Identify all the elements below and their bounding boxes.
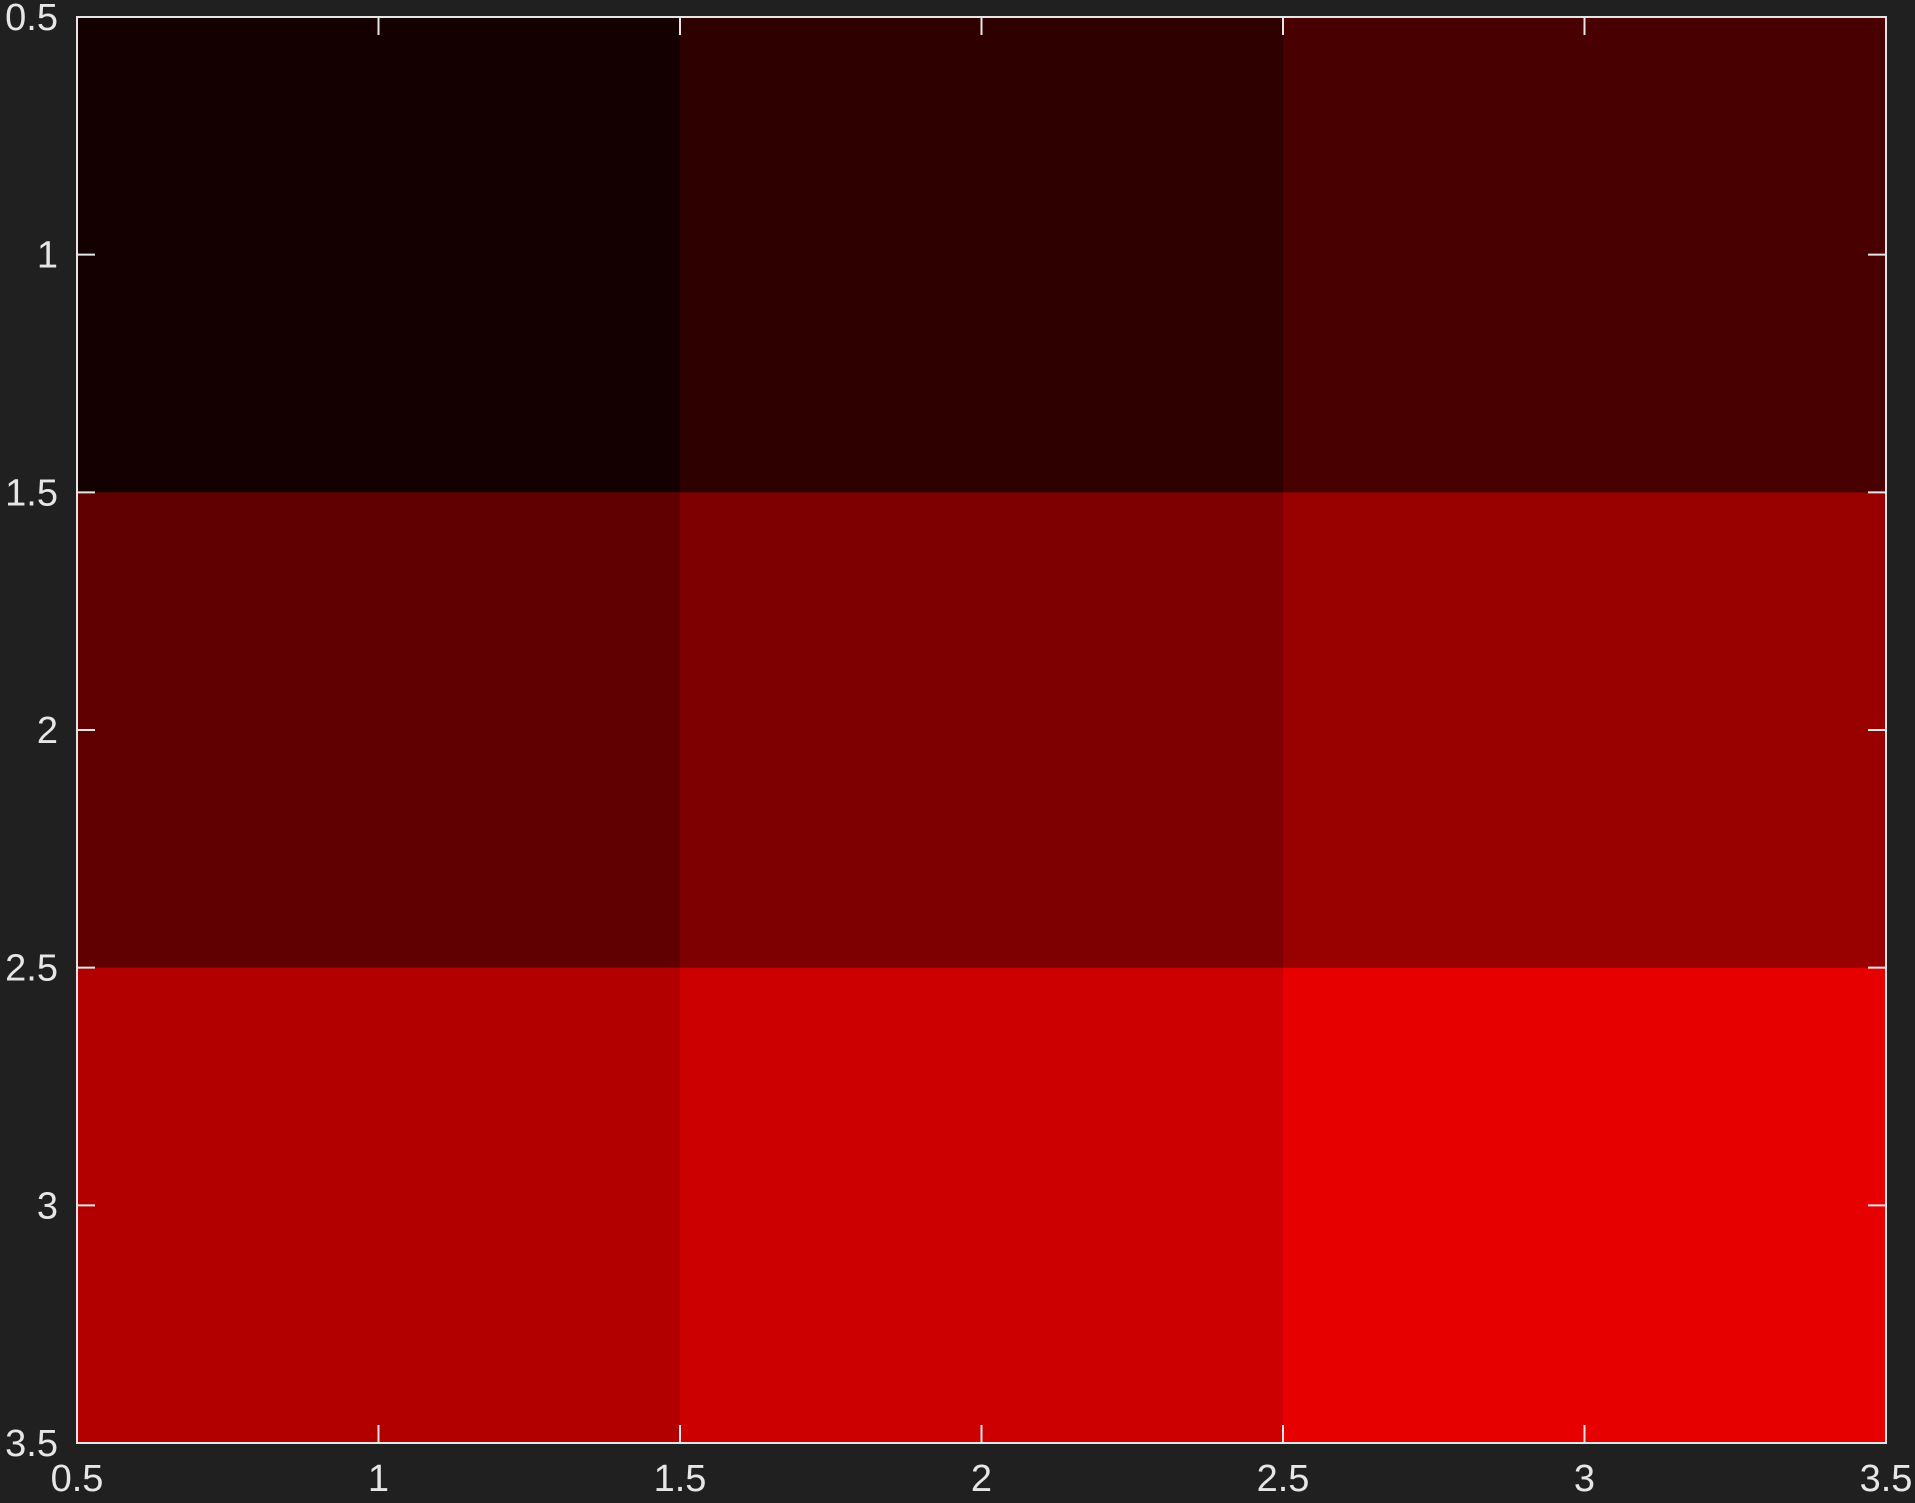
heatmap-cell-r2-c2 — [680, 492, 1283, 968]
x-axis-tick-labels: 0.5 1 1.5 2 2.5 3 3.5 — [51, 1458, 1913, 1500]
y-tick-label: 3 — [37, 1185, 58, 1227]
axis-ticks — [77, 17, 1886, 1443]
x-tick-label: 3.5 — [1860, 1458, 1913, 1500]
y-tick-label: 2.5 — [5, 948, 58, 990]
y-tick-label: 0.5 — [5, 0, 58, 39]
heatmap-cell-r3-c1 — [77, 967, 680, 1443]
x-tick-label: 3 — [1574, 1458, 1595, 1500]
x-tick-label: 0.5 — [51, 1458, 104, 1500]
heatmap-cell-r1-c1 — [77, 17, 680, 493]
y-axis-tick-labels: 0.5 1 1.5 2 2.5 3 3.5 — [5, 0, 58, 1465]
x-tick-label: 1.5 — [654, 1458, 707, 1500]
y-tick-label: 1 — [37, 235, 58, 277]
y-tick-label: 1.5 — [5, 472, 58, 514]
heatmap-cell-r3-c2 — [680, 967, 1283, 1443]
heatmap-cell-r1-c2 — [680, 17, 1283, 493]
heatmap-cell-r1-c3 — [1283, 17, 1886, 493]
y-tick-label: 3.5 — [5, 1423, 58, 1465]
heatmap-cell-r2-c3 — [1283, 492, 1886, 968]
y-tick-label: 2 — [37, 710, 58, 752]
x-tick-label: 2 — [971, 1458, 992, 1500]
heatmap-cell-r3-c3 — [1283, 967, 1886, 1443]
heatmap-cells — [77, 17, 1886, 1443]
x-tick-label: 1 — [368, 1458, 389, 1500]
heatmap-cell-r2-c1 — [77, 492, 680, 968]
x-tick-label: 2.5 — [1257, 1458, 1310, 1500]
